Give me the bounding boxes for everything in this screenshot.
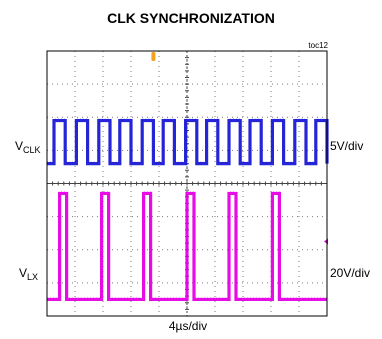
trace-noise: [47, 118, 328, 163]
figure-id: toc12: [308, 41, 328, 50]
scale-label-lx: 20V/div: [330, 266, 370, 280]
scope-traces: [47, 118, 329, 302]
clk-trace: [47, 118, 329, 166]
scale-label-clk: 5V/div: [330, 139, 363, 153]
trace-noise: [47, 191, 327, 299]
channel-label-clk: VCLK: [15, 139, 41, 155]
trigger-marker: [151, 52, 156, 61]
x-axis-scale: 4µs/div: [169, 319, 207, 333]
lx-trace: [47, 191, 327, 302]
chart-title: CLK SYNCHRONIZATION: [107, 10, 275, 26]
channel-label-lx: VLX: [19, 266, 38, 282]
plot-frame: [46, 50, 328, 317]
